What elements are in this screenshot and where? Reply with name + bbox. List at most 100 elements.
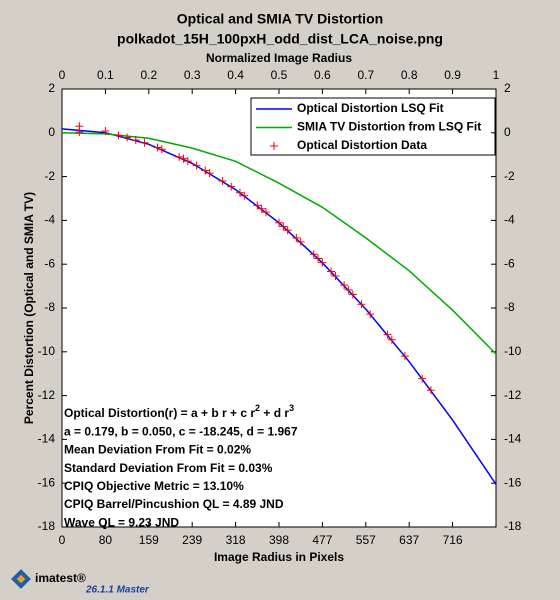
data-point — [240, 191, 249, 200]
data-point — [140, 138, 149, 147]
legend-label: Optical Distortion Data — [297, 138, 427, 152]
annotation-line: CPIQ Barrel/Pincushion QL = 4.89 JND — [64, 497, 284, 511]
data-point — [75, 128, 84, 137]
x-tick-label: 637 — [399, 533, 419, 547]
y2-tick-label: -2 — [504, 169, 515, 183]
data-point — [257, 204, 266, 213]
x2-tick-label: 0 — [59, 68, 66, 82]
y-tick-label: -14 — [38, 432, 56, 446]
data-point — [235, 188, 244, 197]
y-tick-label: -2 — [44, 169, 55, 183]
y-tick-label: -10 — [38, 344, 56, 358]
data-point — [366, 310, 375, 319]
y2-tick-label: 2 — [504, 81, 511, 95]
data-point — [357, 300, 366, 309]
x2-tick-label: 0.6 — [314, 68, 331, 82]
annotation-line: Standard Deviation From Fit = 0.03% — [64, 461, 273, 475]
chart-subtitle: polkadot_15H_100pxH_odd_dist_LCA_noise.p… — [117, 31, 443, 47]
x2-tick-label: 0.3 — [184, 68, 201, 82]
legend — [250, 97, 496, 156]
x-tick-label: 159 — [139, 533, 159, 547]
y-tick-label: -18 — [38, 519, 56, 533]
y-tick-label: -4 — [44, 213, 55, 227]
data-point — [348, 290, 357, 299]
annotation-line: CPIQ Objective Metric = 13.10% — [64, 479, 244, 493]
series-line — [61, 132, 497, 355]
chart-title: Optical and SMIA TV Distortion — [177, 11, 383, 27]
x-tick-label: 398 — [269, 533, 289, 547]
formula-part: + d r — [260, 406, 289, 420]
version: 26.1.1 Master — [85, 585, 150, 596]
formula-part: Optical Distortion(r) = a + b r + c r — [64, 406, 255, 420]
data-point — [201, 166, 210, 175]
y-axis-label: Percent Distortion (Optical and SMIA TV) — [22, 192, 36, 424]
data-point — [275, 218, 283, 227]
legend-swatch — [270, 142, 278, 150]
data-point — [426, 386, 435, 395]
y2-tick-label: -16 — [504, 475, 522, 489]
superscript: 3 — [289, 403, 294, 413]
x2-tick-label: 0.5 — [271, 68, 288, 82]
x2-tick-label: 1 — [493, 68, 500, 82]
data-point — [157, 145, 166, 154]
y-tick-label: 2 — [48, 81, 55, 95]
data-point — [153, 143, 162, 152]
data-point — [344, 285, 353, 294]
data-point — [279, 222, 288, 231]
data-point — [283, 226, 292, 235]
x-tick-label: 716 — [443, 533, 463, 547]
data-point — [261, 208, 270, 217]
data-point — [253, 201, 262, 210]
superscript: 2 — [255, 403, 260, 413]
x2-tick-label: 0.7 — [357, 68, 374, 82]
data-point — [183, 157, 192, 166]
x-tick-label: 477 — [312, 533, 332, 547]
logo-icon — [11, 569, 31, 589]
legend-label: Optical Distortion LSQ Fit — [297, 101, 444, 115]
data-point — [175, 152, 184, 161]
data-point — [101, 127, 110, 136]
x-axis-label: Image Radius in Pixels — [214, 550, 344, 564]
data-point — [227, 182, 236, 191]
data-point — [131, 136, 140, 145]
legend-label: SMIA TV Distortion from LSQ Fit — [297, 120, 481, 134]
y2-tick-label: -6 — [504, 256, 515, 270]
data-point — [314, 254, 323, 263]
data-point — [218, 176, 227, 185]
y2-tick-label: -10 — [504, 344, 522, 358]
data-point — [296, 237, 305, 246]
data-point — [292, 233, 301, 242]
x2-tick-label: 0.4 — [227, 68, 244, 82]
y2-tick-label: -4 — [504, 213, 515, 227]
logo-text: imatest® — [35, 571, 86, 585]
y2-tick-label: -8 — [504, 300, 515, 314]
x2-axis-label: Normalized Image Radius — [206, 51, 352, 65]
annotation-line: Mean Deviation From Fit = 0.02% — [64, 443, 251, 457]
data-point — [192, 161, 201, 170]
y2-tick-label: -18 — [504, 519, 522, 533]
data-point — [418, 374, 427, 383]
x-tick-label: 557 — [356, 533, 376, 547]
y2-tick-label: 0 — [504, 125, 511, 139]
x-tick-label: 318 — [226, 533, 246, 547]
data-point — [309, 250, 318, 259]
annotation-line: a = 0.179, b = 0.050, c = -18.245, d = 1… — [64, 424, 298, 438]
x-tick-label: 0 — [59, 533, 66, 547]
x2-tick-label: 0.1 — [97, 68, 114, 82]
data-point — [400, 352, 409, 361]
plot-area — [61, 88, 497, 528]
y-tick-label: -16 — [38, 475, 56, 489]
data-point — [387, 335, 396, 344]
data-point — [340, 281, 349, 290]
x2-tick-label: 0.9 — [444, 68, 461, 82]
data-point — [383, 330, 392, 339]
y2-tick-label: -12 — [504, 388, 522, 402]
data-point — [331, 272, 340, 281]
annotation-formula: Optical Distortion(r) = a + b r + c r2 +… — [64, 403, 294, 420]
x-tick-label: 239 — [182, 533, 202, 547]
annotation-line: Wave QL = 9.23 JND — [64, 515, 179, 529]
y2-tick-label: -14 — [504, 432, 522, 446]
y-tick-label: 0 — [48, 125, 55, 139]
data-point — [123, 133, 132, 142]
